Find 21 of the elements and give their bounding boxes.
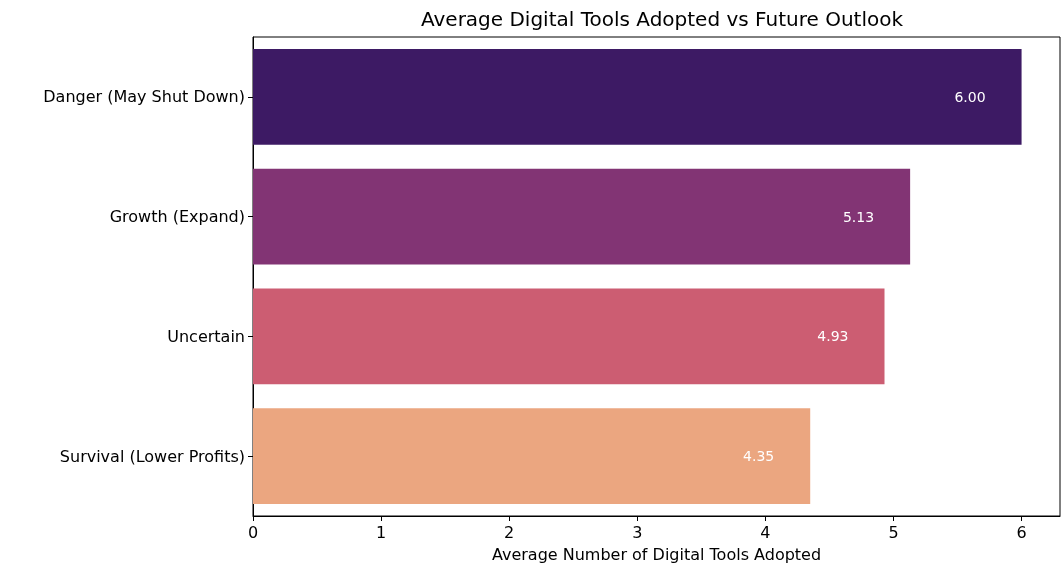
y-tick-label: Survival (Lower Profits) (59, 446, 245, 466)
chart-title: Average Digital Tools Adopted vs Future Outlook (420, 7, 904, 31)
x-tick-label: 5 (888, 522, 899, 542)
x-tick-label: 2 (504, 522, 515, 542)
x-tick-label: 0 (247, 522, 259, 542)
data-label: 4.93 (817, 328, 849, 345)
bar (253, 408, 811, 505)
x-tick-label: 4 (760, 522, 771, 542)
data-label: 6.00 (954, 88, 986, 105)
data-label: 5.13 (842, 208, 875, 225)
y-tick-label: Growth (Expand) (109, 207, 245, 227)
y-tick-label: Danger (May Shut Down) (43, 87, 245, 107)
x-tick-label: 3 (632, 522, 643, 542)
bar (253, 288, 885, 385)
x-tick-label: 1 (376, 522, 387, 542)
y-tick-label: Uncertain (167, 326, 245, 346)
x-axis-title: Average Number of Digital Tools Adopted (491, 544, 822, 564)
x-tick-label: 6 (1016, 522, 1027, 542)
data-label: 4.35 (743, 448, 775, 465)
bar (253, 48, 1022, 145)
bar (253, 168, 911, 265)
